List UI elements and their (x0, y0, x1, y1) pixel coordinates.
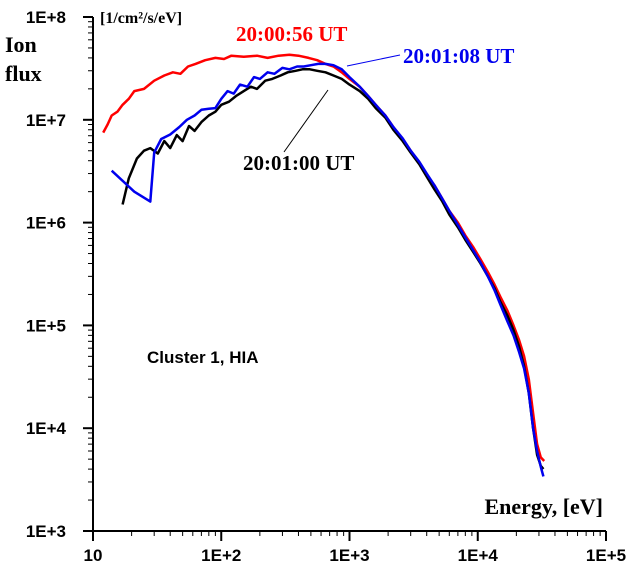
y-axis-label-line1: Ion (5, 32, 37, 57)
x-axis-label: Energy, [eV] (484, 494, 603, 519)
series-label-black: 20:01:00 UT (243, 151, 354, 175)
series-line-blue (110, 62, 545, 477)
x-ticks (92, 531, 607, 541)
series-line-red (102, 53, 546, 462)
x-tick-label: 10 (84, 546, 103, 565)
blue-series-callout-line (346, 54, 401, 67)
y-tick-label: 1E+6 (26, 214, 66, 233)
x-tick-label: 1E+3 (329, 546, 369, 565)
black-series-callout-line (283, 89, 329, 153)
x-tick-label: 1E+5 (586, 546, 626, 565)
y-tick-label: 1E+8 (26, 8, 66, 27)
series-line-black (121, 68, 545, 470)
x-tick-label: 1E+2 (201, 546, 241, 565)
y-tick-label: 1E+4 (26, 419, 67, 438)
series-callouts (283, 54, 401, 153)
series-lines (102, 53, 546, 477)
axes (92, 17, 606, 532)
y-tick-labels: 1E+3 1E+4 1E+5 1E+6 1E+7 1E+8 (26, 8, 67, 541)
y-tick-label: 1E+7 (26, 111, 66, 130)
x-tick-labels: 10 1E+2 1E+3 1E+4 1E+5 (84, 546, 627, 565)
y-axis-unit: [1/cm²/s/eV] (100, 10, 182, 27)
y-axis-label-line2: flux (5, 61, 42, 86)
x-tick-label: 1E+4 (458, 546, 499, 565)
series-label-red: 20:00:56 UT (236, 22, 347, 46)
y-tick-label: 1E+5 (26, 316, 66, 335)
series-label-blue: 20:01:08 UT (403, 44, 514, 68)
y-tick-label: 1E+3 (26, 522, 66, 541)
instrument-annotation: Cluster 1, HIA (147, 348, 258, 367)
y-ticks (83, 16, 93, 532)
